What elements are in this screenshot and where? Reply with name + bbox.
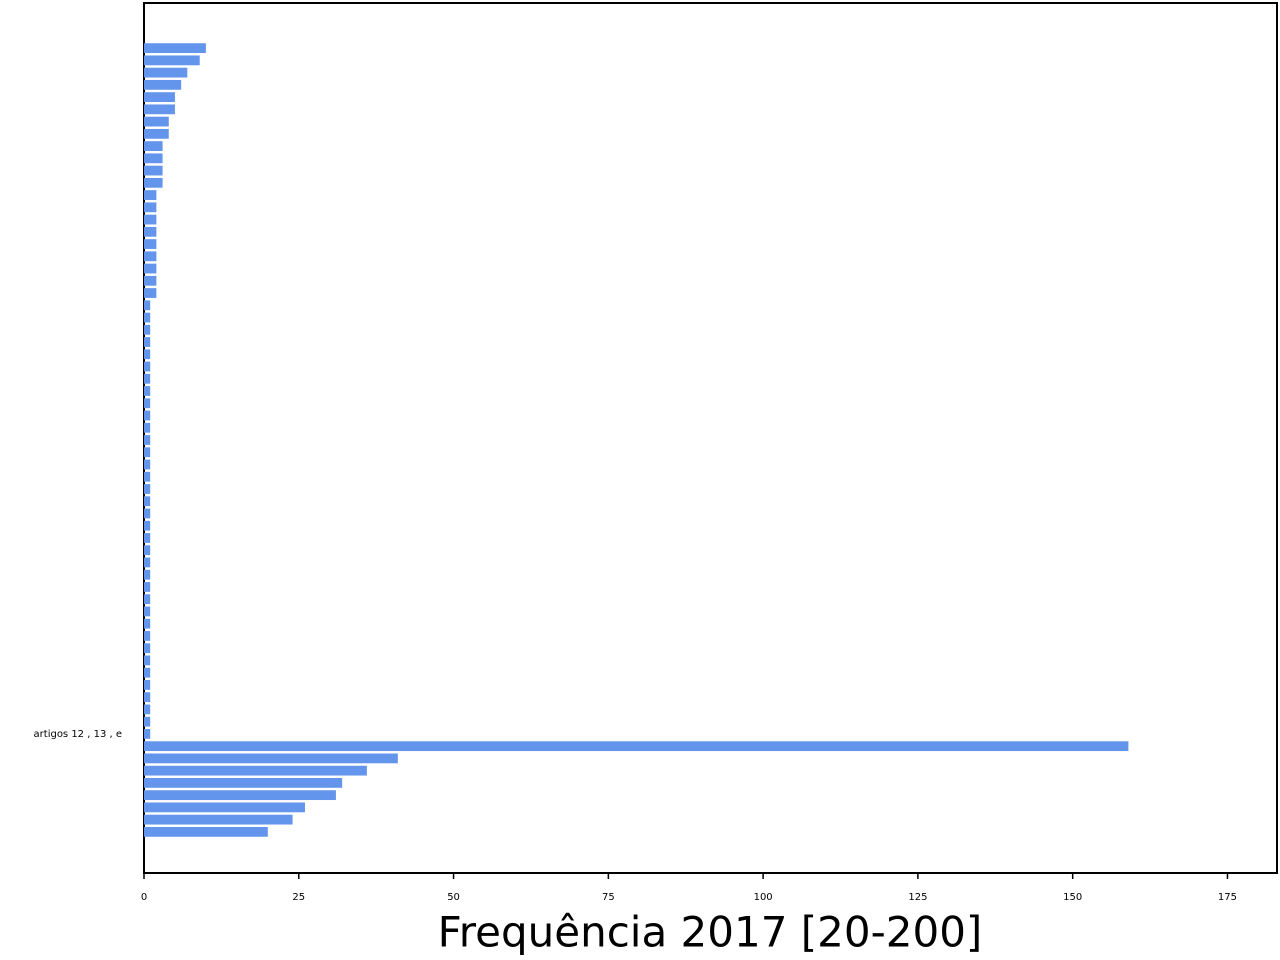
x-tick-label: 150: [1063, 892, 1082, 903]
bar: [144, 802, 305, 813]
bar: [144, 777, 343, 788]
bar: [144, 43, 206, 54]
bar: [144, 471, 151, 482]
bar: [144, 226, 157, 237]
bar: [144, 631, 151, 641]
bar: [144, 655, 151, 666]
bar: [144, 165, 163, 176]
bar: [144, 300, 151, 311]
bar: [144, 557, 151, 568]
bar: [144, 190, 157, 200]
bar: [144, 741, 1129, 752]
bar: [144, 251, 157, 262]
bar: [144, 141, 163, 151]
bar: [144, 643, 151, 654]
bar: [144, 55, 200, 66]
bar: [144, 337, 151, 347]
y-tick-label: artigos 12 , 13 , e: [34, 729, 122, 740]
x-tick-label: 125: [908, 892, 927, 903]
bar: [144, 361, 151, 372]
bar: [144, 496, 151, 507]
bar: [144, 520, 151, 531]
x-tick-label: 175: [1218, 892, 1237, 903]
bar: [144, 67, 188, 78]
bar: [144, 202, 157, 213]
bar: [144, 447, 151, 458]
bar: [144, 410, 151, 421]
bar: [144, 128, 169, 139]
bar: [144, 533, 151, 543]
bar: [144, 692, 151, 703]
x-tick-label: 100: [754, 892, 773, 903]
bar: [144, 435, 151, 445]
bar: [144, 373, 151, 384]
bar: [144, 239, 157, 249]
x-axis-label: Frequência 2017 [20-200]: [438, 908, 983, 957]
x-tick-label: 75: [602, 892, 615, 903]
bar: [144, 606, 151, 617]
bar: [144, 582, 151, 592]
bar: [144, 288, 157, 298]
bar: [144, 545, 151, 556]
bar: [144, 263, 157, 274]
bar: [144, 214, 157, 225]
bar: [144, 92, 175, 103]
bar: [144, 594, 151, 605]
bar: [144, 79, 182, 90]
bar: [144, 104, 175, 115]
bar: [144, 704, 151, 715]
bar: [144, 386, 151, 396]
bar: [144, 459, 151, 470]
x-tick-label: 0: [141, 892, 147, 903]
bar: [144, 116, 169, 127]
bar: [144, 569, 151, 580]
bar: [144, 826, 268, 837]
bar: [144, 398, 151, 409]
x-tick-label: 25: [292, 892, 305, 903]
bar: [144, 753, 398, 764]
x-tick-label: 50: [447, 892, 460, 903]
bar: [144, 716, 151, 727]
bar: [144, 153, 163, 164]
bar: [144, 790, 336, 801]
bar: [144, 814, 293, 825]
bar: [144, 484, 151, 494]
bar: [144, 667, 151, 678]
bar: [144, 275, 157, 286]
bar: [144, 765, 367, 776]
bar: [144, 729, 151, 739]
bar: [144, 324, 151, 335]
bar: [144, 508, 151, 519]
bar: [144, 618, 151, 629]
bar: [144, 680, 151, 690]
bar: [144, 177, 163, 188]
bar: [144, 349, 151, 360]
bar: [144, 422, 151, 433]
bar: [144, 312, 151, 323]
